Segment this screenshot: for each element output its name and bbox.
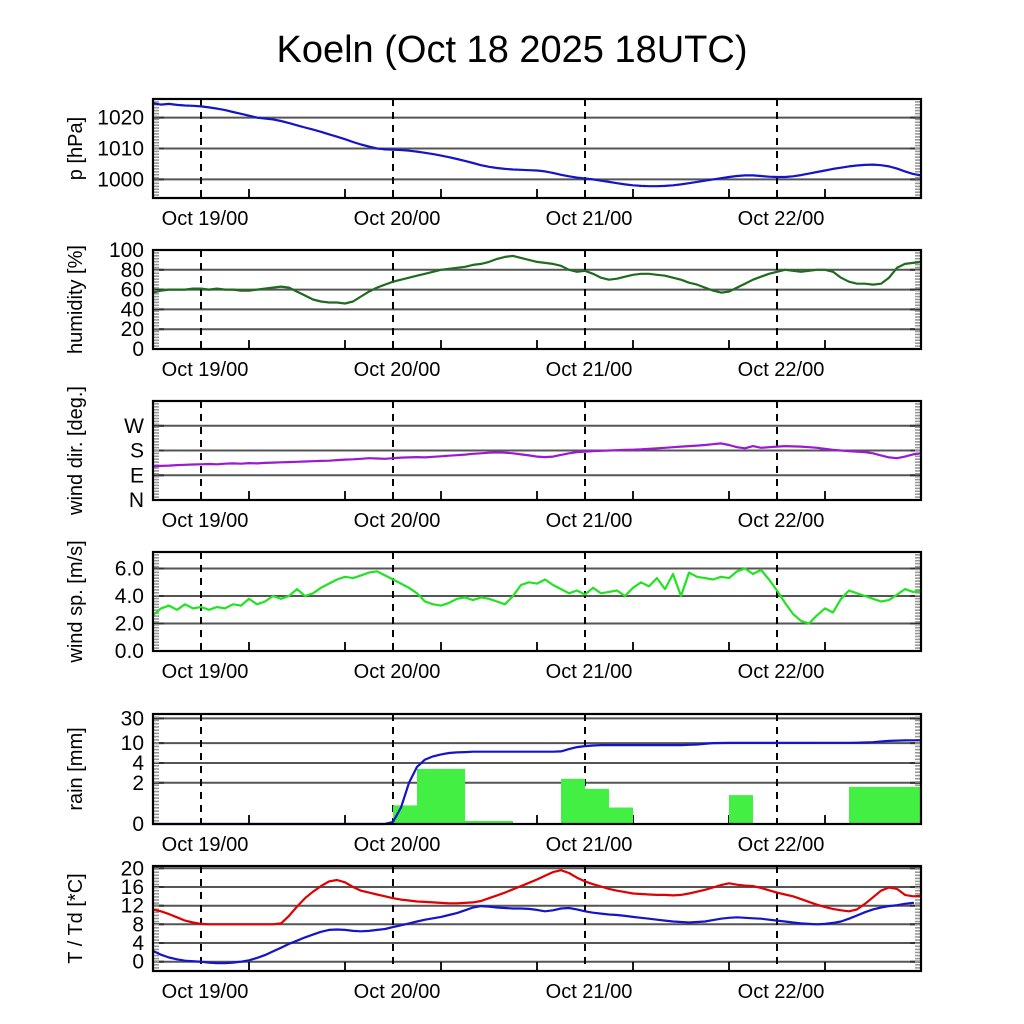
ytick-label-rain: 10: [121, 732, 144, 755]
series-pressure-p: [151, 102, 923, 188]
rain-bar: [897, 786, 921, 824]
xtick-label-temperature-0: Oct 19/00: [162, 981, 249, 1003]
panel-pressure: 1000 1010 1020 p [hPa] Oct 19/00 Oct 20/00 Oct…: [65, 97, 923, 230]
series-temperature-t: [151, 869, 923, 926]
xtick-label-wind_speed-3: Oct 22/00: [738, 661, 825, 683]
ytick-label-pressure: 1000: [97, 168, 144, 191]
ytick-label-temperature: 20: [121, 857, 144, 880]
rain-bar: [417, 768, 441, 824]
ytick-label-temperature: 4: [132, 932, 144, 955]
rain-bar: [729, 795, 753, 824]
plot-frame-wind_dir: [151, 399, 923, 502]
ytick-label-wind_speed: 0.0: [115, 640, 144, 663]
xtick-label-rain-0: Oct 19/00: [162, 834, 249, 856]
ytick-label-rain: 30: [121, 707, 144, 730]
xtick-label-wind_speed-2: Oct 21/00: [546, 661, 633, 683]
plot-frame-temperature: [151, 864, 923, 973]
ytick-label-rain: 0: [132, 813, 144, 836]
xtick-label-temperature-1: Oct 20/00: [354, 981, 441, 1003]
series-wind_speed-ff: [151, 567, 923, 625]
xtick-label-humidity-2: Oct 21/00: [546, 359, 633, 381]
plot-frame-wind_speed: [151, 550, 923, 653]
ylabel-temperature: T / Td [*C]: [65, 873, 87, 963]
xtick-label-wind_dir-3: Oct 22/00: [738, 510, 825, 532]
ytick-label-humidity: 0: [132, 338, 144, 361]
rain-bar: [849, 786, 873, 824]
page-title: Koeln (Oct 18 2025 18UTC): [276, 29, 747, 71]
xtick-label-wind_speed-0: Oct 19/00: [162, 661, 249, 683]
rain-bar: [561, 778, 585, 824]
xtick-label-rain-3: Oct 22/00: [738, 834, 825, 856]
series-wind_dir-dd: [151, 442, 923, 468]
xtick-label-pressure-3: Oct 22/00: [738, 208, 825, 230]
xtick-label-wind_speed-1: Oct 20/00: [354, 661, 441, 683]
plot-frame-pressure: [151, 97, 923, 200]
ytick-label-humidity: 100: [109, 239, 144, 262]
ytick-label-wind_dir: N: [129, 489, 144, 512]
xtick-label-humidity-3: Oct 22/00: [738, 359, 825, 381]
xtick-label-temperature-3: Oct 22/00: [738, 981, 825, 1003]
xtick-label-temperature-2: Oct 21/00: [546, 981, 633, 1003]
series-temperature-td: [151, 901, 915, 965]
ytick-label-temperature: 8: [132, 913, 144, 936]
panel-wind_speed: 0.0 2.0 4.0 6.0 wind sp. [m/s] Oct 19/00 Oct 2…: [65, 540, 923, 683]
ytick-label-humidity: 80: [121, 259, 144, 282]
ytick-label-humidity: 20: [121, 318, 144, 341]
ytick-label-temperature: 0: [132, 951, 144, 974]
rain-bar: [441, 768, 465, 824]
ytick-label-wind_dir: W: [124, 415, 144, 438]
ytick-label-rain: 2: [132, 772, 144, 795]
xtick-label-rain-1: Oct 20/00: [354, 834, 441, 856]
ytick-label-wind_speed: 2.0: [115, 613, 144, 636]
rain-bars: [393, 768, 921, 824]
ytick-label-temperature: 16: [121, 876, 144, 899]
rain-bar: [585, 788, 609, 824]
series-humidity-rh: [151, 254, 923, 305]
ylabel-wind_speed: wind sp. [m/s]: [65, 540, 87, 663]
ytick-label-wind_dir: S: [130, 440, 144, 463]
xtick-label-wind_dir-2: Oct 21/00: [546, 510, 633, 532]
xtick-label-humidity-1: Oct 20/00: [354, 359, 441, 381]
ytick-label-temperature: 12: [121, 895, 144, 918]
ylabel-rain: rain [mm]: [65, 727, 87, 810]
rain-bar: [873, 786, 897, 824]
rain-bar: [465, 820, 489, 824]
xtick-label-pressure-1: Oct 20/00: [354, 208, 441, 230]
ylabel-wind_dir: wind dir. [deg.]: [65, 386, 87, 516]
ytick-label-pressure: 1020: [97, 107, 144, 130]
ytick-label-wind_dir: E: [130, 464, 144, 487]
ytick-label-wind_speed: 4.0: [115, 585, 144, 608]
plot-frame-rain: [151, 712, 923, 826]
ytick-label-wind_speed: 6.0: [115, 558, 144, 581]
ylabel-humidity: humidity [%]: [65, 245, 87, 354]
xtick-label-humidity-0: Oct 19/00: [162, 359, 249, 381]
ytick-label-humidity: 40: [121, 298, 144, 321]
xtick-label-pressure-0: Oct 19/00: [162, 208, 249, 230]
ytick-label-rain: 4: [132, 752, 144, 775]
ytick-label-pressure: 1010: [97, 138, 144, 161]
ytick-label-humidity: 60: [121, 279, 144, 302]
xtick-label-rain-2: Oct 21/00: [546, 834, 633, 856]
rain-bar: [609, 807, 633, 824]
xtick-label-pressure-2: Oct 21/00: [546, 208, 633, 230]
xtick-label-wind_dir-0: Oct 19/00: [162, 510, 249, 532]
ylabel-pressure: p [hPa]: [65, 117, 87, 180]
xtick-label-wind_dir-1: Oct 20/00: [354, 510, 441, 532]
plot-frame-humidity: [151, 248, 923, 351]
rain-bar: [489, 820, 513, 824]
